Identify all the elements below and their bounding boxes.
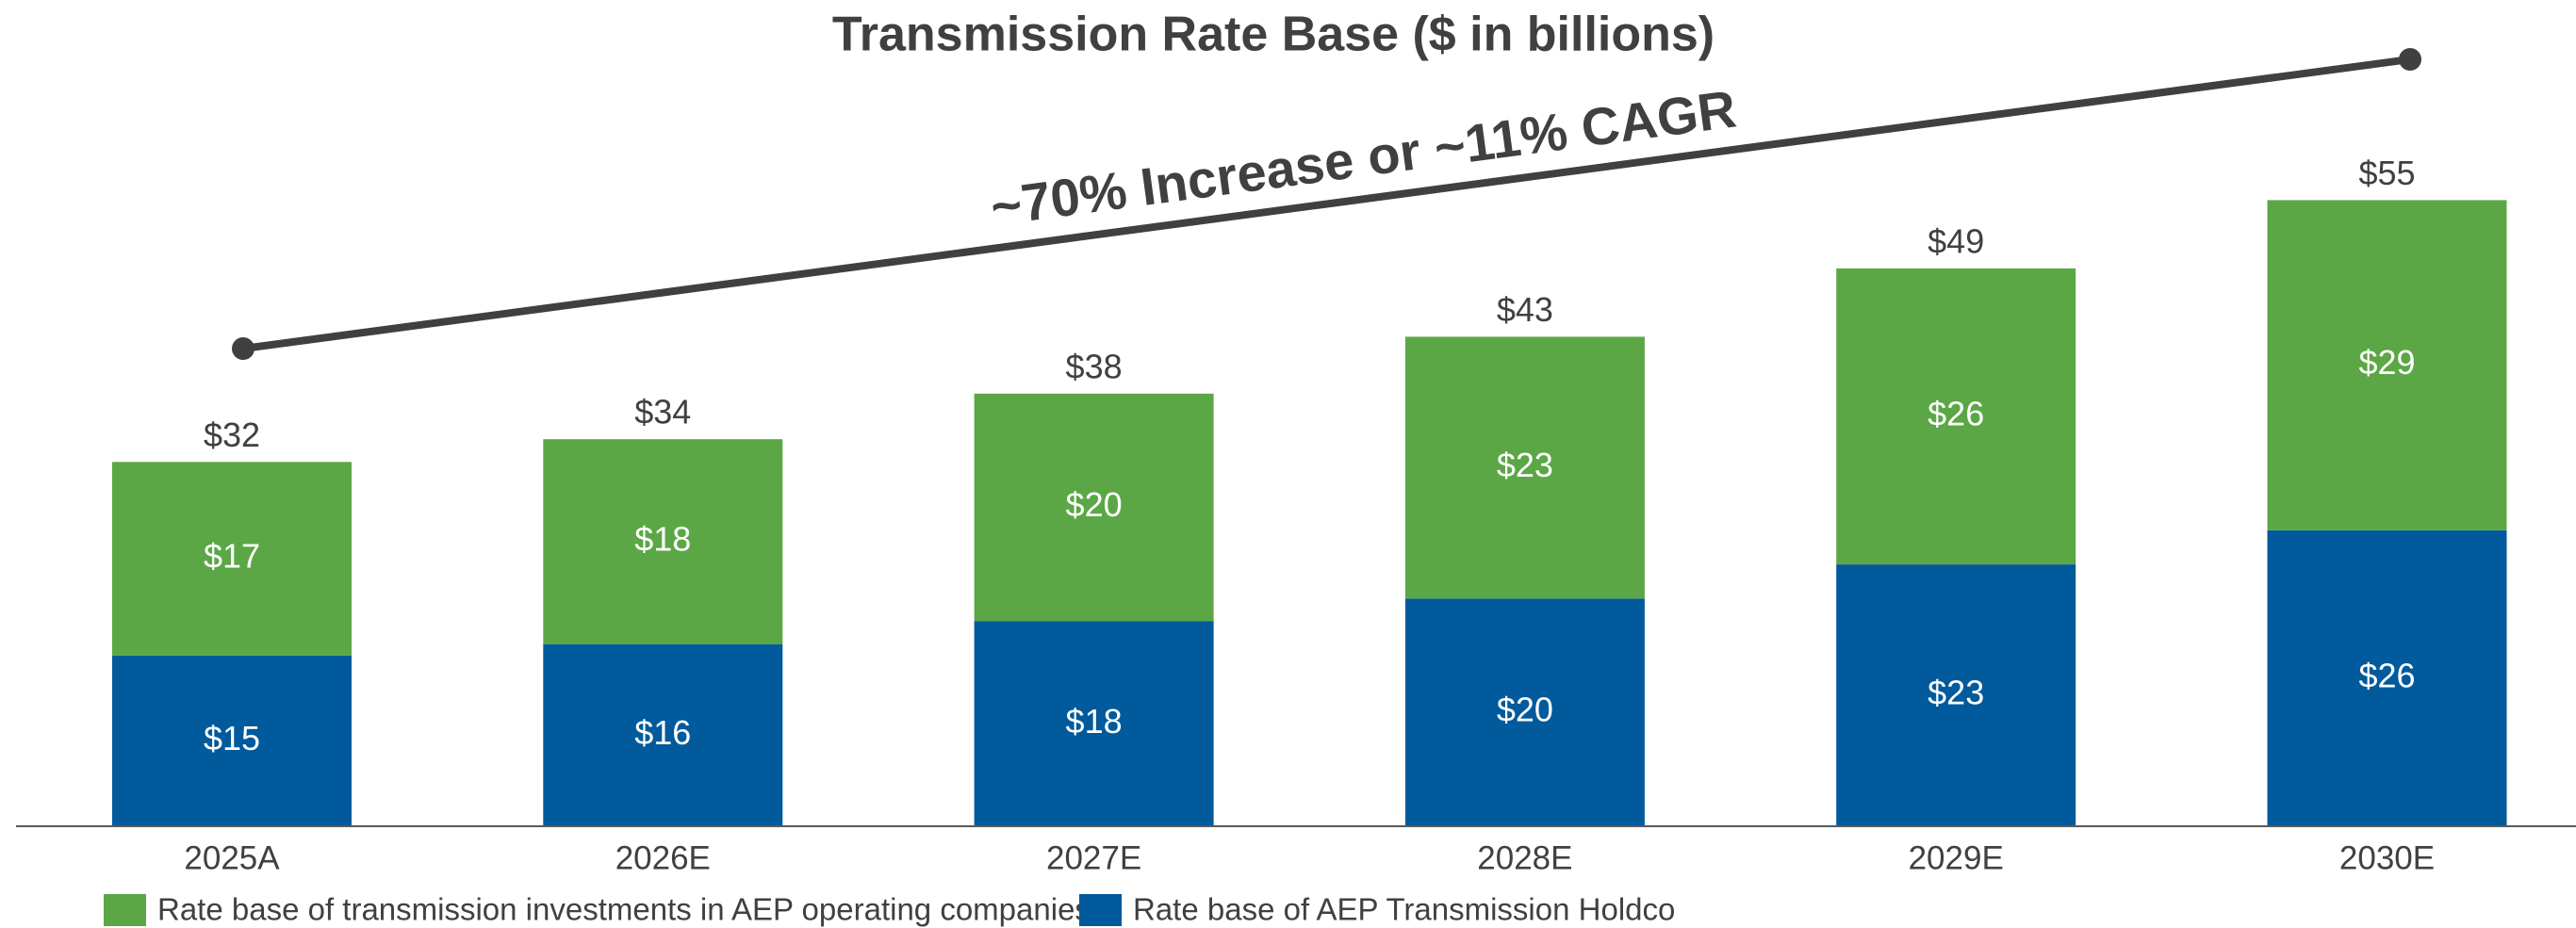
- bar-segment: [2267, 529, 2507, 826]
- legend-label: Rate base of AEP Transmission Holdco: [1133, 892, 1675, 927]
- legend-label: Rate base of transmission investments in…: [157, 892, 1091, 927]
- chart-title: Transmission Rate Base ($ in billions): [832, 8, 1715, 62]
- value-label: $29: [2358, 343, 2415, 382]
- total-label: $49: [1928, 221, 1984, 260]
- value-label: $23: [1928, 674, 1984, 712]
- total-label: $43: [1497, 290, 1553, 329]
- x-tick-label: 2027E: [1046, 839, 1141, 876]
- total-label: $34: [634, 393, 691, 431]
- value-label: $15: [204, 719, 260, 757]
- bar-segment: [1404, 598, 1645, 826]
- trend-line: [242, 56, 2411, 352]
- value-label: $18: [634, 519, 691, 558]
- legend-swatch: [104, 894, 146, 926]
- bar-segment: [112, 655, 352, 826]
- value-label: $23: [1497, 446, 1553, 484]
- bar-segment: [1404, 336, 1645, 599]
- value-label: $18: [1066, 702, 1123, 741]
- bar-segment: [543, 439, 783, 644]
- value-label: $17: [204, 537, 260, 576]
- value-label: $16: [634, 713, 691, 752]
- total-label: $32: [204, 415, 260, 454]
- value-label: $20: [1497, 691, 1553, 729]
- bar-segment: [974, 621, 1214, 826]
- x-tick-label: 2030E: [2339, 839, 2435, 876]
- bar-segment: [1836, 564, 2076, 826]
- x-tick-label: 2029E: [1909, 839, 2004, 876]
- legend-swatch: [1079, 894, 1122, 926]
- x-tick-label: 2026E: [615, 839, 711, 876]
- x-tick-label: 2028E: [1477, 839, 1572, 876]
- value-label: $20: [1066, 485, 1123, 524]
- annotation: ~70% Increase or ~11% CAGR: [987, 78, 1739, 236]
- value-label: $26: [1928, 395, 1984, 433]
- value-label: $26: [2358, 656, 2415, 694]
- bar-segment: [1836, 268, 2076, 565]
- trend-dot: [232, 337, 254, 360]
- x-tick-label: 2025A: [184, 839, 280, 876]
- bar-segment: [112, 462, 352, 656]
- bar-segment: [974, 393, 1214, 622]
- bar-segment: [543, 643, 783, 826]
- total-label: $55: [2358, 154, 2415, 192]
- trend-dot: [2399, 48, 2421, 71]
- bar-segment: [2267, 200, 2507, 530]
- total-label: $38: [1066, 347, 1123, 385]
